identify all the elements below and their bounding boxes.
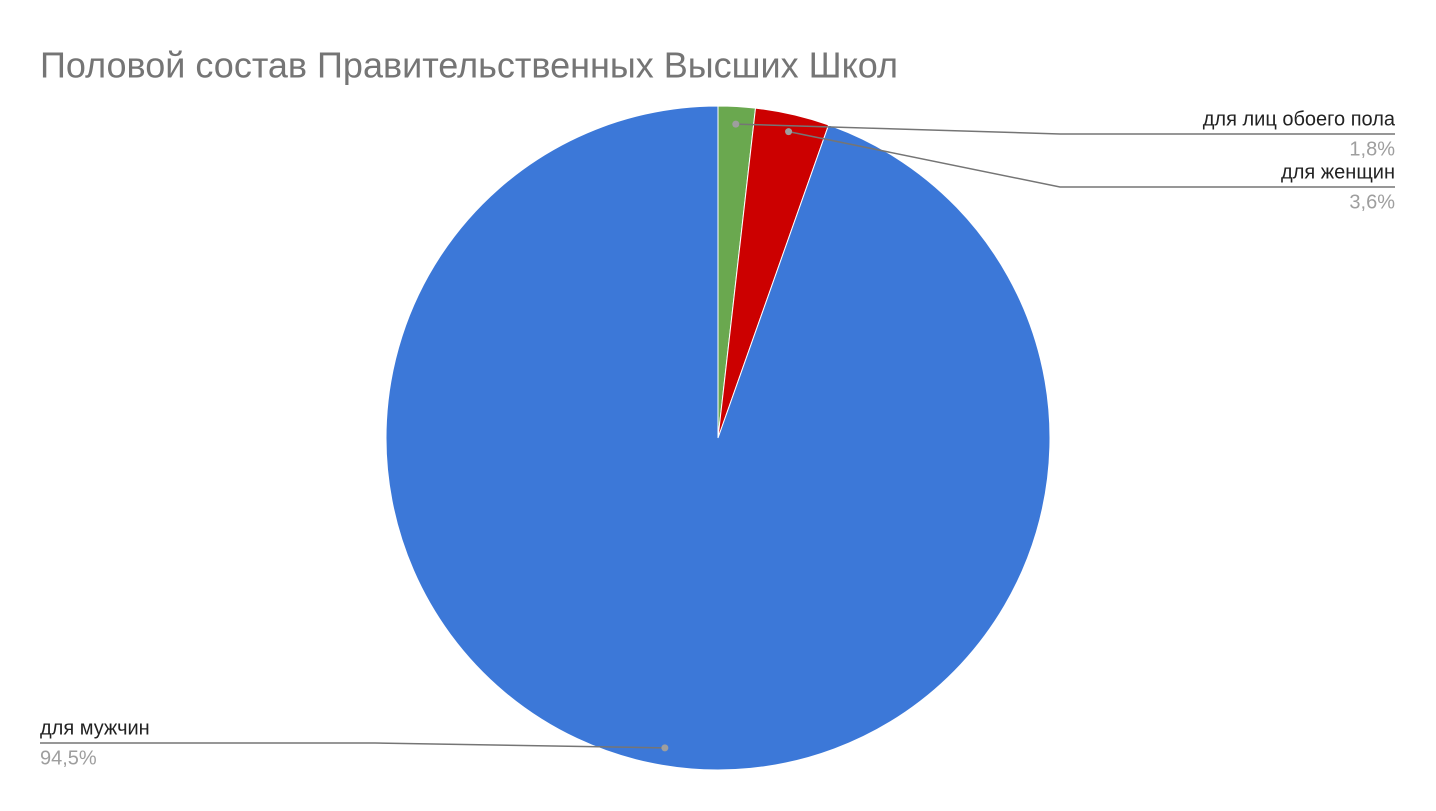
- leader-line: [40, 742, 665, 749]
- slice-value: 1,8%: [1349, 138, 1395, 160]
- slice-label: для лиц обоего пола: [1203, 108, 1396, 130]
- slice-label: для мужчин: [40, 717, 150, 739]
- slice-value: 3,6%: [1349, 191, 1395, 213]
- leader-line: [788, 130, 1395, 188]
- leader-line: [735, 123, 1395, 135]
- slice-label: для женщин: [1281, 161, 1395, 183]
- leader-dot: [661, 744, 669, 752]
- pie-slice: [385, 105, 1051, 771]
- chart-title: Половой состав Правительственных Высших …: [40, 45, 898, 86]
- leader-dot: [732, 120, 740, 128]
- leader-dot: [785, 128, 793, 136]
- slice-value: 94,5%: [40, 747, 97, 769]
